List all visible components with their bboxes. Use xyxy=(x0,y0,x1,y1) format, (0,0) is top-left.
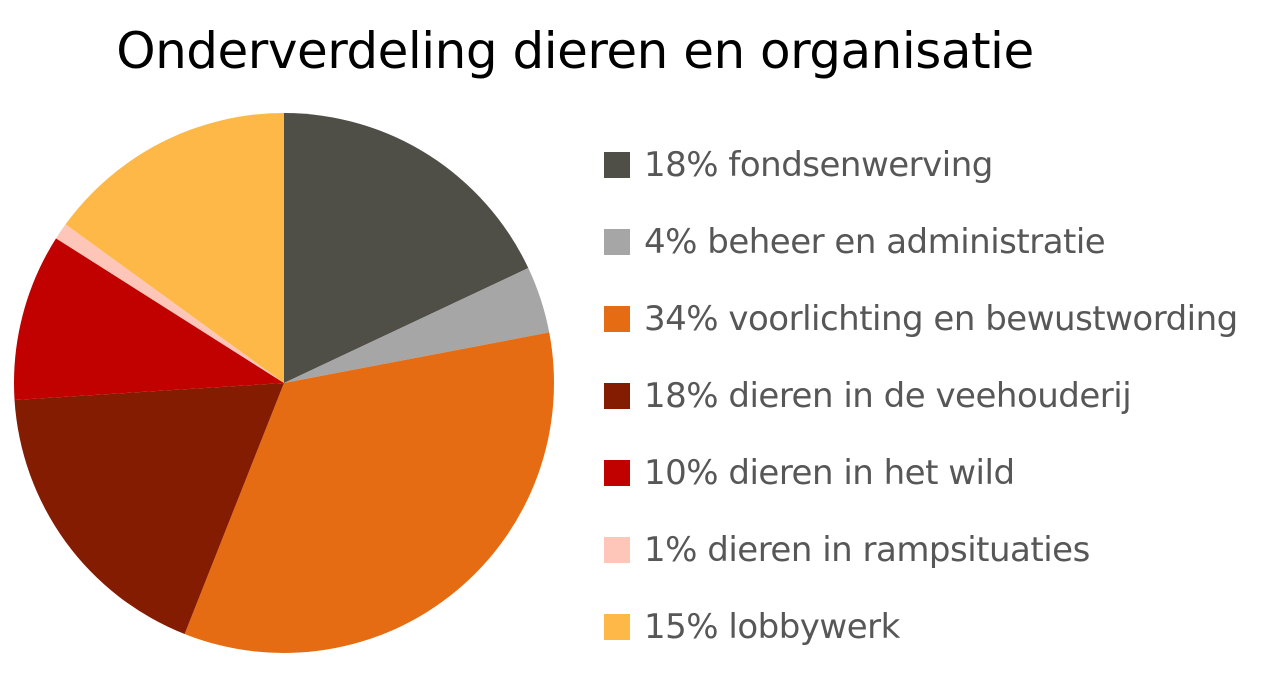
legend-item-beheer-en-administratie: 4% beheer en administratie xyxy=(604,203,1274,280)
legend: 18% fondsenwerving 4% beheer en administ… xyxy=(604,126,1274,665)
legend-label: 4% beheer en administratie xyxy=(644,221,1106,262)
pie-chart xyxy=(14,113,554,653)
legend-swatch xyxy=(604,536,630,563)
legend-item-lobbywerk: 15% lobbywerk xyxy=(604,588,1274,665)
legend-swatch xyxy=(604,382,630,409)
legend-item-dieren-in-rampsituaties: 1% dieren in rampsituaties xyxy=(604,511,1274,588)
legend-label: 15% lobbywerk xyxy=(644,606,900,647)
legend-label: 1% dieren in rampsituaties xyxy=(644,529,1090,570)
legend-swatch xyxy=(604,305,630,332)
pie-slice xyxy=(284,268,550,383)
legend-swatch xyxy=(604,459,630,486)
pie-slice xyxy=(14,383,285,635)
pie-slice xyxy=(184,332,554,653)
pie-slice xyxy=(65,113,284,383)
legend-label: 34% voorlichting en bewustwording xyxy=(644,298,1238,339)
legend-label: 10% dieren in het wild xyxy=(644,452,1015,493)
legend-item-dieren-in-het-wild: 10% dieren in het wild xyxy=(604,434,1274,511)
legend-item-dieren-in-de-veehouderij: 18% dieren in de veehouderij xyxy=(604,357,1274,434)
legend-swatch xyxy=(604,151,630,178)
pie-slice xyxy=(56,224,284,383)
legend-item-fondsenwerving: 18% fondsenwerving xyxy=(604,126,1274,203)
legend-swatch xyxy=(604,228,630,255)
legend-label: 18% dieren in de veehouderij xyxy=(644,375,1132,416)
legend-item-voorlichting-en-bewustwording: 34% voorlichting en bewustwording xyxy=(604,280,1274,357)
pie-slice xyxy=(284,113,529,383)
chart-title: Onderverdeling dieren en organisatie xyxy=(116,22,1034,80)
legend-label: 18% fondsenwerving xyxy=(644,144,993,185)
legend-swatch xyxy=(604,613,630,640)
pie-slice xyxy=(14,238,285,400)
